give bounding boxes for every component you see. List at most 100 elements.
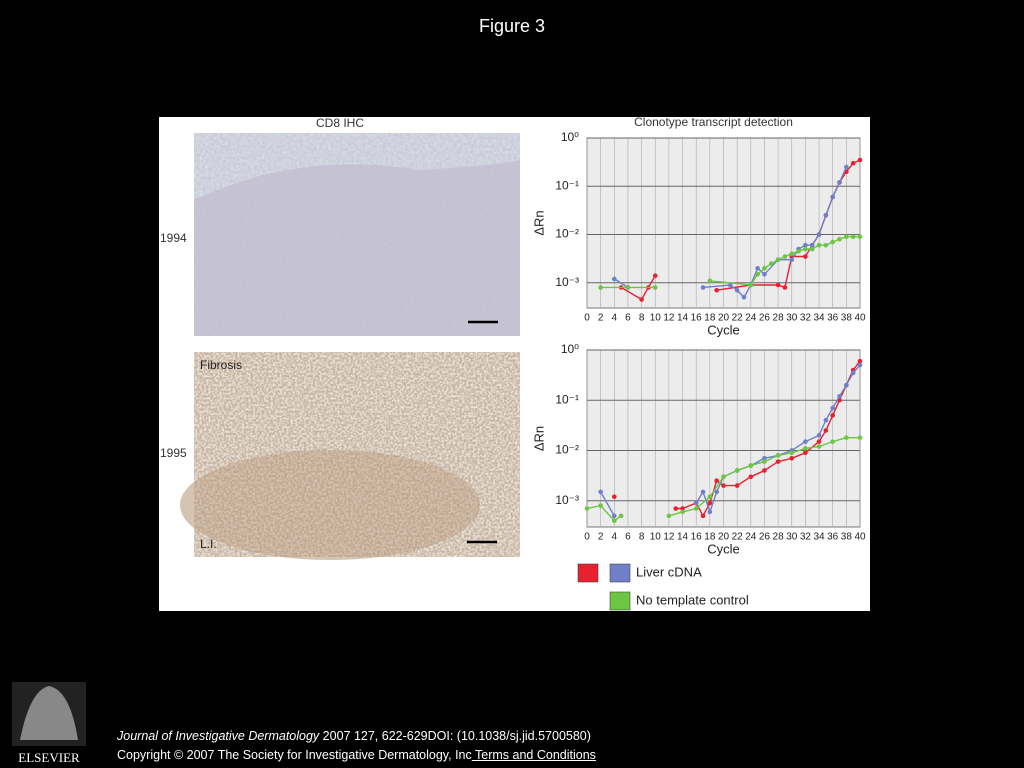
data-point bbox=[857, 157, 863, 163]
x-tick-label: 20 bbox=[718, 532, 730, 543]
x-tick-label: 8 bbox=[639, 532, 645, 543]
citation-detail: 2007 127, 622-629DOI: (10.1038/sj.jid.57… bbox=[319, 729, 591, 743]
x-tick-label: 14 bbox=[677, 313, 689, 324]
x-tick-label: 24 bbox=[745, 532, 757, 543]
logo: ELSEVIER bbox=[12, 682, 86, 765]
logo-text: ELSEVIER bbox=[18, 750, 80, 765]
data-point bbox=[803, 242, 808, 248]
data-point bbox=[782, 254, 788, 259]
data-point bbox=[714, 287, 719, 293]
x-tick-label: 4 bbox=[612, 532, 618, 543]
data-point bbox=[612, 276, 617, 282]
y-tick-label: 10⁰ bbox=[561, 342, 579, 356]
legend-label: No template control bbox=[636, 592, 749, 607]
data-point bbox=[844, 382, 849, 388]
x-tick-label: 30 bbox=[786, 532, 798, 543]
data-point bbox=[612, 518, 617, 524]
data-point bbox=[850, 160, 856, 166]
logo-tree bbox=[20, 686, 78, 740]
data-point bbox=[823, 417, 829, 423]
photo-texture bbox=[194, 133, 520, 336]
x-tick-label: 12 bbox=[663, 313, 675, 324]
x-tick-label: 24 bbox=[745, 313, 757, 324]
data-point bbox=[844, 164, 849, 170]
data-point bbox=[734, 468, 740, 473]
data-point bbox=[850, 234, 856, 240]
data-point bbox=[625, 285, 631, 290]
data-point bbox=[789, 450, 795, 456]
data-point bbox=[693, 506, 699, 511]
x-tick-label: 34 bbox=[813, 532, 825, 543]
x-tick-label: 0 bbox=[584, 532, 590, 543]
copyright-line: Copyright © 2007 The Society for Investi… bbox=[117, 748, 596, 762]
x-tick-label: 4 bbox=[612, 313, 618, 324]
data-point bbox=[700, 513, 706, 519]
data-point bbox=[762, 265, 767, 271]
data-point bbox=[816, 433, 822, 438]
x-tick-label: 6 bbox=[625, 532, 631, 543]
x-tick-label: 14 bbox=[677, 532, 689, 543]
y-axis-label: ΔRn bbox=[531, 210, 546, 235]
data-point bbox=[755, 271, 760, 277]
panel-title: CD8 IHC bbox=[316, 116, 364, 130]
data-point bbox=[598, 285, 603, 290]
chart-title: Clonotype transcript detection bbox=[634, 115, 793, 129]
data-point bbox=[762, 455, 767, 461]
data-point bbox=[844, 435, 849, 440]
data-point bbox=[803, 446, 808, 451]
legend-swatch bbox=[609, 563, 631, 583]
data-point bbox=[755, 265, 760, 271]
year-label: 1995 bbox=[160, 446, 187, 460]
data-point bbox=[598, 503, 603, 508]
x-tick-label: 22 bbox=[732, 313, 744, 324]
data-point bbox=[707, 494, 713, 500]
data-point bbox=[857, 435, 863, 440]
data-point bbox=[809, 246, 815, 252]
data-point bbox=[803, 254, 808, 259]
data-point bbox=[666, 513, 672, 519]
y-tick-label: 10⁰ bbox=[561, 130, 579, 144]
data-point bbox=[762, 468, 767, 473]
data-point bbox=[707, 509, 713, 515]
x-tick-label: 16 bbox=[691, 313, 703, 324]
data-point bbox=[789, 251, 795, 257]
data-point bbox=[823, 242, 829, 248]
data-point bbox=[652, 285, 658, 290]
x-tick-label: 2 bbox=[598, 532, 604, 543]
data-point bbox=[775, 459, 781, 464]
data-point bbox=[816, 439, 822, 444]
x-tick-label: 12 bbox=[663, 532, 675, 543]
data-point bbox=[762, 271, 767, 277]
data-point bbox=[700, 489, 706, 495]
year-label: 1994 bbox=[160, 231, 187, 245]
terms-link[interactable]: Terms and Conditions bbox=[471, 748, 596, 762]
data-point bbox=[762, 459, 767, 464]
y-tick-label: 10⁻² bbox=[555, 227, 579, 241]
data-point bbox=[721, 474, 726, 480]
x-tick-label: 26 bbox=[759, 532, 771, 543]
data-point bbox=[837, 180, 842, 185]
data-point bbox=[612, 513, 617, 519]
x-tick-label: 30 bbox=[786, 313, 798, 324]
x-tick-label: 32 bbox=[800, 313, 812, 324]
data-point bbox=[796, 248, 801, 254]
data-point bbox=[830, 194, 835, 200]
data-point bbox=[693, 500, 699, 506]
data-point bbox=[734, 483, 740, 488]
copyright: Copyright © 2007 The Society for Investi… bbox=[117, 748, 472, 762]
y-tick-label: 10⁻¹ bbox=[555, 178, 579, 192]
y-tick-label: 10⁻¹ bbox=[555, 392, 579, 406]
data-point bbox=[680, 509, 685, 515]
x-tick-label: 2 bbox=[598, 313, 604, 324]
data-point bbox=[857, 234, 863, 240]
data-point bbox=[775, 282, 781, 288]
panel-label: L.I. bbox=[200, 537, 217, 551]
data-point bbox=[816, 242, 822, 248]
y-tick-label: 10⁻² bbox=[555, 443, 579, 457]
data-point bbox=[707, 500, 713, 506]
data-point bbox=[775, 257, 781, 263]
legend-swatch bbox=[577, 563, 599, 583]
data-point bbox=[673, 506, 679, 511]
journal: Journal of Investigative Dermatology bbox=[117, 729, 320, 743]
data-point bbox=[714, 478, 719, 484]
